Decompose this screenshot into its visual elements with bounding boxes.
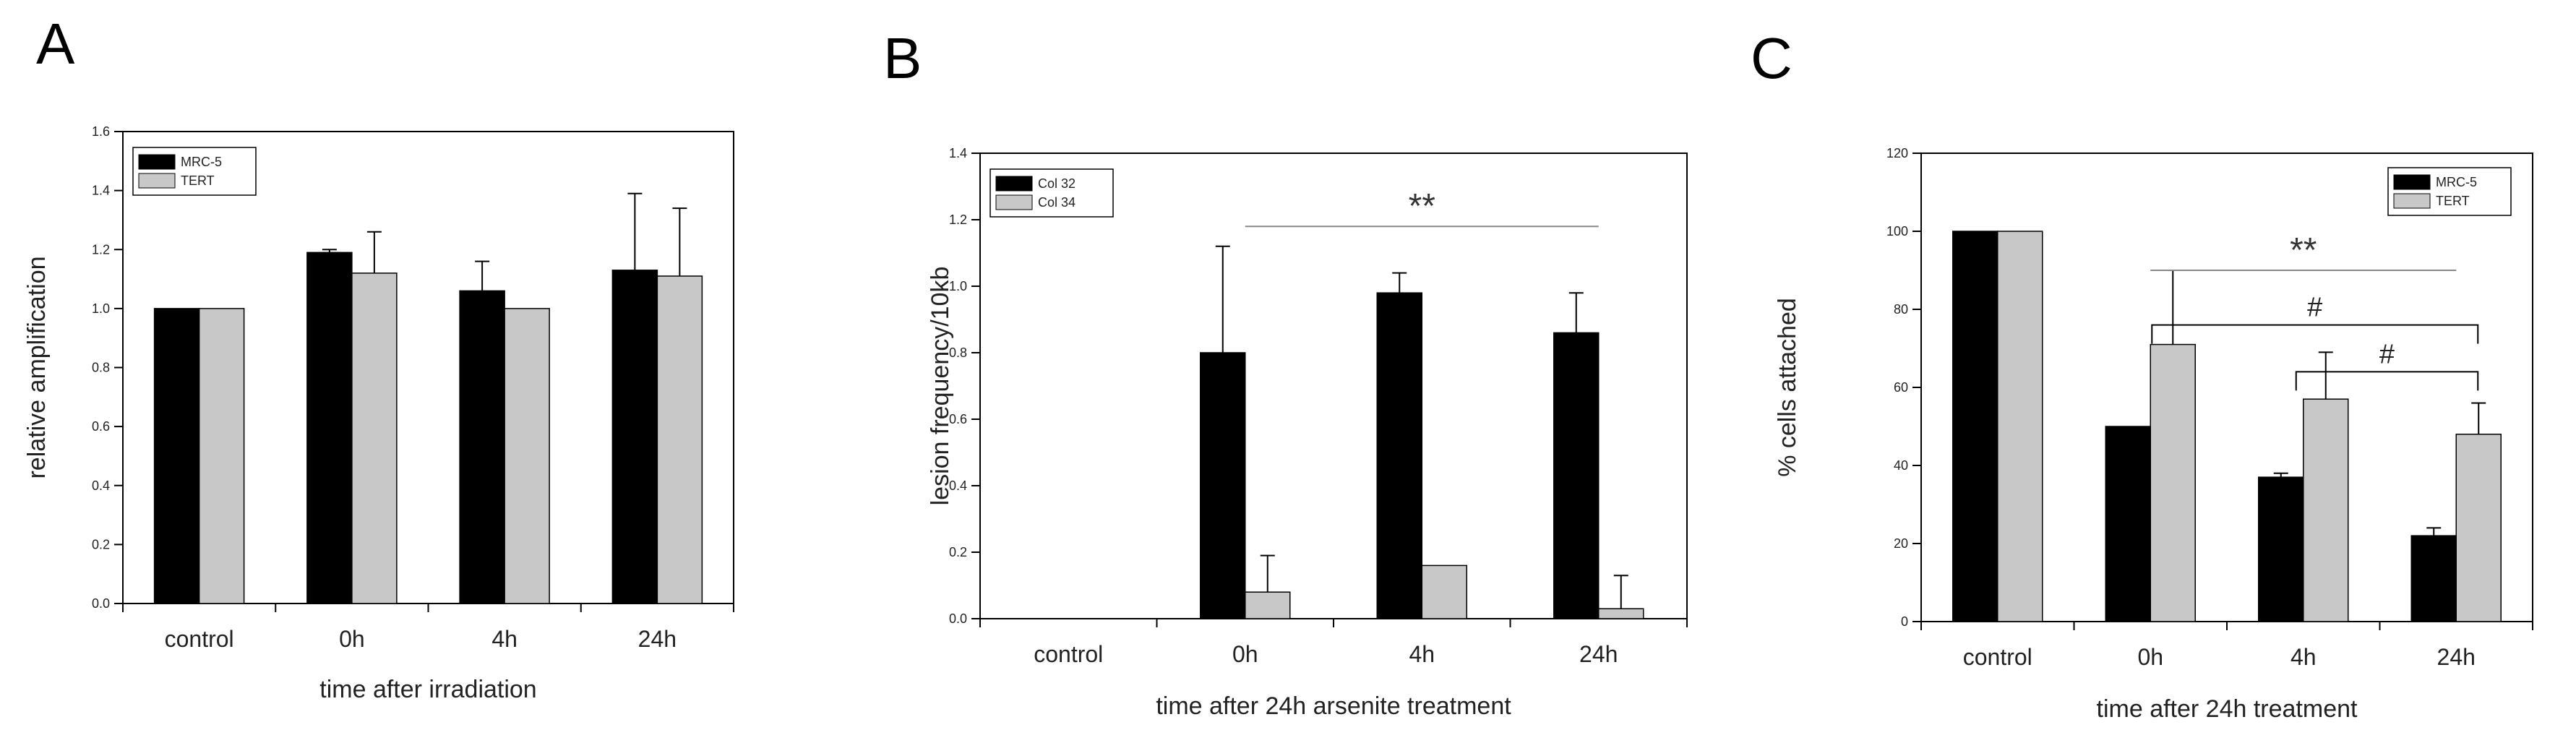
legend-label: TERT <box>181 173 215 188</box>
y-tick-label: 0.4 <box>92 478 110 493</box>
bar-series1 <box>153 308 200 604</box>
significance-label: ** <box>2290 231 2317 270</box>
panel-letter-c: C <box>1751 26 1793 90</box>
bar-series2 <box>504 308 550 604</box>
x-axis-title: time after 24h arsenite treatment <box>1156 692 1511 720</box>
legend-swatch <box>138 173 176 189</box>
bar-series1 <box>306 252 353 604</box>
legend-label: Col 34 <box>1038 195 1076 210</box>
y-tick-label: 100 <box>1886 224 1908 239</box>
x-category-label: 0h <box>2137 644 2163 670</box>
legend-label: TERT <box>2436 194 2470 208</box>
x-category-label: 4h <box>491 626 518 652</box>
y-tick-label: 0.4 <box>949 478 967 493</box>
legend-swatch <box>2393 174 2431 190</box>
y-tick-label: 1.2 <box>92 242 110 257</box>
bar-series1 <box>459 290 505 604</box>
bar-series2 <box>198 308 245 604</box>
x-category-label: 0h <box>339 626 365 652</box>
legend-swatch <box>995 194 1033 210</box>
x-category-label: 24h <box>1579 641 1618 667</box>
chart-panel-c: 0 20 40 60 80 100 120 control 0h 4h 24h time after … <box>1774 146 2533 723</box>
y-tick-label: 1.0 <box>949 279 967 293</box>
y-tick-label: 0 <box>1901 614 1908 629</box>
x-category-label: 4h <box>2291 644 2317 670</box>
y-axis-title: lesion frequency/10kb <box>927 267 954 506</box>
x-category-label: 24h <box>638 626 677 652</box>
bar-series2 <box>2150 343 2196 622</box>
legend-swatch <box>995 176 1033 192</box>
y-tick-label: 1.4 <box>949 146 967 160</box>
y-tick-label: 0.6 <box>92 419 110 434</box>
x-category-label: control <box>1963 644 2032 670</box>
y-tick-label: 0.2 <box>92 537 110 551</box>
y-tick-label: 1.6 <box>92 124 110 139</box>
bar-series1 <box>2410 535 2457 622</box>
bar-series2 <box>2303 398 2349 622</box>
bar-series1 <box>2258 476 2304 622</box>
bar-series1 <box>1553 332 1600 619</box>
y-tick-label: 40 <box>1894 458 1908 473</box>
x-category-label: 4h <box>1409 641 1435 667</box>
bar-series2 <box>1245 591 1291 619</box>
y-tick-label: 0.6 <box>949 412 967 426</box>
bar-series2 <box>656 275 703 604</box>
significance-bracket <box>2151 324 2479 344</box>
significance-label: ** <box>1409 187 1435 226</box>
y-tick-label: 0.8 <box>92 361 110 375</box>
bar-series1 <box>1952 231 1998 622</box>
legend-label: Col 32 <box>1038 176 1076 191</box>
bar-series2 <box>2455 434 2502 622</box>
y-tick-label: 0.8 <box>949 345 967 360</box>
y-axis-title: % cells attached <box>1774 298 1801 477</box>
x-axis-title: time after 24h treatment <box>2097 695 2358 723</box>
bar-series1 <box>1200 352 1246 619</box>
bar-series1 <box>2105 426 2151 622</box>
bar-series2 <box>1421 564 1467 619</box>
chart-panel-b: 0.0 0.2 0.4 0.6 0.8 1.0 1.2 1.4 control 0h 4h 24h ti… <box>927 146 1688 720</box>
y-tick-label: 120 <box>1886 146 1908 160</box>
bar-series1 <box>1376 292 1422 619</box>
y-tick-label: 80 <box>1894 302 1908 317</box>
legend-swatch <box>138 154 176 170</box>
panel-letter-b: B <box>883 26 922 90</box>
x-axis-title: time after irradiation <box>319 676 536 703</box>
bar-series2 <box>1598 608 1644 619</box>
bar-series1 <box>611 270 658 604</box>
significance-label: # <box>2307 293 2322 323</box>
legend-swatch <box>2393 193 2431 209</box>
y-tick-label: 0.2 <box>949 545 967 559</box>
y-tick-label: 1.0 <box>92 301 110 316</box>
y-tick-label: 1.2 <box>949 212 967 227</box>
x-category-label: 0h <box>1232 641 1258 667</box>
panel-letter-a: A <box>36 12 75 76</box>
legend-label: MRC-5 <box>2436 175 2477 189</box>
y-tick-label: 20 <box>1894 536 1908 551</box>
bar-series2 <box>351 272 398 604</box>
y-tick-label: 1.4 <box>92 184 110 198</box>
y-axis-title: relative amplification <box>23 256 51 478</box>
significance-bracket <box>2295 371 2479 391</box>
legend-label: MRC-5 <box>181 155 222 169</box>
chart-panel-a: 0.0 0.2 0.4 0.6 0.8 1.0 1.2 1.4 1.6 control 0h 4h 24… <box>23 124 734 703</box>
y-tick-label: 0.0 <box>949 611 967 626</box>
y-tick-label: 60 <box>1894 380 1908 395</box>
x-category-label: control <box>1034 641 1103 667</box>
x-category-label: 24h <box>2437 644 2476 670</box>
significance-label: # <box>2379 339 2395 369</box>
x-category-label: control <box>165 626 234 652</box>
bar-series2 <box>1997 231 2043 622</box>
y-tick-label: 0.0 <box>92 596 110 611</box>
